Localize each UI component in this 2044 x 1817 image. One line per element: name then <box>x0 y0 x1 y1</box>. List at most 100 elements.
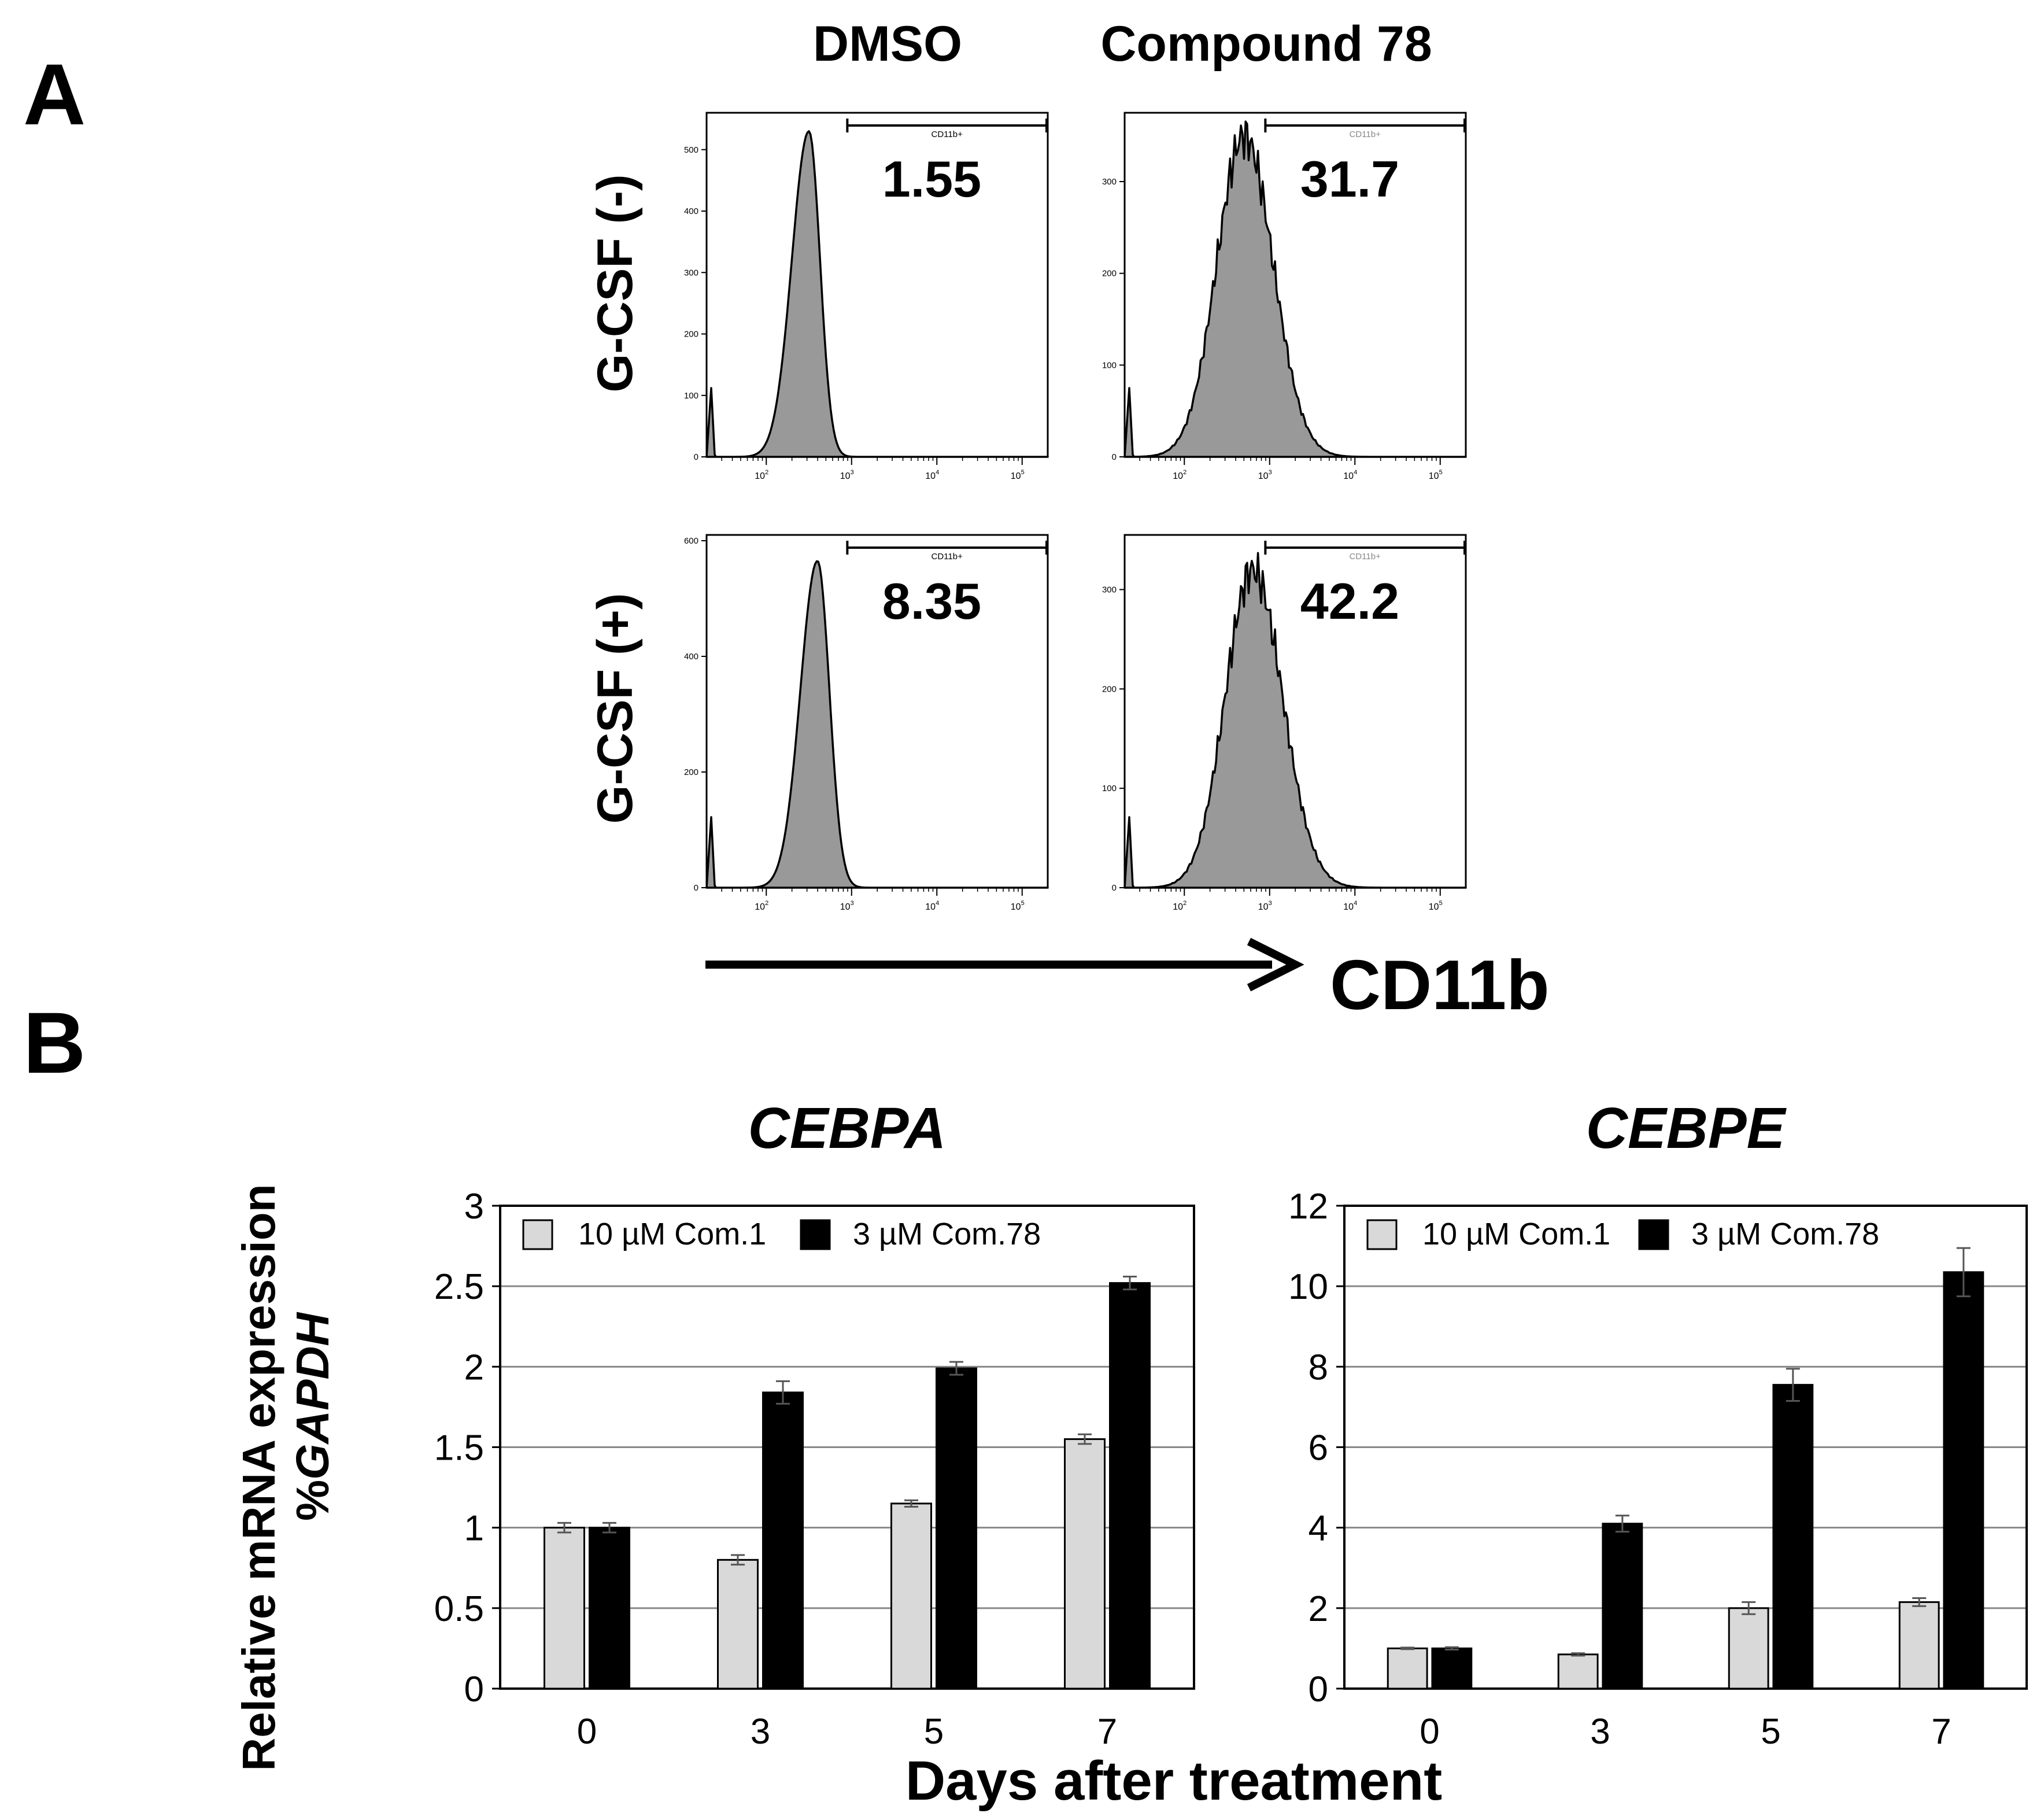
legend-label-com1: 10 µM Com.1 <box>1422 1217 1610 1251</box>
x-tick-base: 10 <box>1011 902 1021 912</box>
y-tick-label: 0 <box>1112 452 1117 462</box>
gate-label: CD11b+ <box>932 130 963 139</box>
legend-swatch-com1 <box>522 1219 553 1250</box>
gate-percentage: 42.2 <box>1300 573 1399 630</box>
x-tick-exponent: 3 <box>1269 900 1272 907</box>
x-tick-base: 10 <box>755 471 765 481</box>
x-tick-base: 10 <box>840 902 851 912</box>
y-tick-label: 100 <box>1102 360 1117 370</box>
x-tick-exponent: 5 <box>1439 469 1443 476</box>
gate-percentage: 31.7 <box>1300 150 1399 208</box>
y-tick-label: 0 <box>694 452 698 462</box>
x-tick-label: 103 <box>840 469 854 481</box>
y-tick-label: 200 <box>684 767 698 777</box>
bar-com1 <box>890 1502 932 1690</box>
x-tick-exponent: 3 <box>1269 469 1272 476</box>
y-tick-label: 100 <box>684 391 698 401</box>
bar-com78 <box>1431 1647 1473 1690</box>
bar-com1 <box>1064 1438 1106 1690</box>
y-tick-label: 100 <box>1102 784 1117 793</box>
y-tick-label: 1 <box>464 1509 484 1549</box>
x-tick-exponent: 4 <box>1354 469 1357 476</box>
panel-b-label: B <box>23 994 86 1091</box>
y-tick-label: 600 <box>684 536 698 546</box>
y-tick-label: 4 <box>1309 1509 1328 1549</box>
x-tick-base: 10 <box>1173 471 1183 481</box>
y-tick-label: 3 <box>464 1187 484 1227</box>
panel-b-x-axis-label: Days after treatment <box>905 1750 1442 1812</box>
x-tick-base: 10 <box>1343 471 1354 481</box>
x-tick-label: 102 <box>755 900 768 912</box>
bar-com1 <box>1387 1647 1428 1690</box>
cd11b-axis-label: CD11b <box>1330 946 1550 1024</box>
x-tick-label: 103 <box>1258 469 1272 481</box>
panel-a: A DMSO Compound 78 G-CSF (-) G-CSF (+) 0… <box>23 16 1550 1024</box>
gate-label: CD11b+ <box>932 552 963 562</box>
x-tick-exponent: 2 <box>1183 900 1187 907</box>
bar-com78 <box>1602 1523 1643 1690</box>
panel-b-y-axis-label-line2: %GAPDH <box>287 1312 338 1521</box>
x-tick-label: 3 <box>751 1712 770 1752</box>
x-tick-label: 105 <box>1429 469 1443 481</box>
x-tick-base: 10 <box>840 471 851 481</box>
legend-label-com78: 3 µM Com.78 <box>853 1217 1041 1251</box>
bar-com78 <box>762 1391 804 1690</box>
x-tick-base: 10 <box>925 471 936 481</box>
y-tick-label: 0 <box>1309 1670 1328 1709</box>
x-tick-exponent: 4 <box>1354 900 1357 907</box>
x-tick-exponent: 5 <box>1021 469 1025 476</box>
y-tick-label: 0.5 <box>434 1589 484 1629</box>
gate-percentage: 8.35 <box>882 573 981 630</box>
y-tick-label: 10 <box>1288 1267 1328 1307</box>
plot-frame <box>499 1205 1195 1690</box>
x-tick-exponent: 2 <box>765 900 768 907</box>
x-tick-label: 104 <box>1343 469 1357 481</box>
y-tick-label: 400 <box>684 652 698 662</box>
y-tick-label: 400 <box>684 206 698 216</box>
x-tick-label: 103 <box>1258 900 1272 912</box>
x-tick-base: 10 <box>755 902 765 912</box>
y-axis-label-percent: % <box>287 1480 338 1521</box>
legend-label-com78: 3 µM Com.78 <box>1691 1217 1879 1251</box>
bar-chart-cebpe: CEBPE 0 2 4 6 8 10 12 0 3 5 7 10 µM Com.1 3 µM Com.78 <box>1288 1096 2028 1752</box>
y-tick-label: 2 <box>1309 1589 1328 1629</box>
y-tick-label: 0 <box>464 1670 484 1709</box>
bar-chart-cebpa: CEBPA 0 0.5 1 1.5 2 2.5 3 0 3 5 7 10 µM Com.1 3 µM Co… <box>434 1096 1195 1752</box>
row-header-gcsf-plus: G-CSF (+) <box>587 593 643 824</box>
y-tick-label: 200 <box>1102 684 1117 694</box>
bar-com1 <box>1898 1601 1940 1690</box>
gate-percentage: 1.55 <box>882 150 981 208</box>
chart-title: CEBPA <box>748 1096 947 1161</box>
column-header-dmso: DMSO <box>813 16 962 72</box>
y-tick-label: 12 <box>1288 1187 1328 1227</box>
x-tick-exponent: 2 <box>765 469 768 476</box>
bar-com78 <box>589 1527 630 1690</box>
y-tick-label: 300 <box>684 268 698 278</box>
bar-com1 <box>544 1527 585 1690</box>
x-tick-base: 10 <box>1258 471 1269 481</box>
column-header-compound78: Compound 78 <box>1100 16 1432 72</box>
bar-com78 <box>1772 1384 1814 1690</box>
legend-label-com1: 10 µM Com.1 <box>578 1217 766 1251</box>
x-tick-label: 105 <box>1429 900 1443 912</box>
x-tick-label: 104 <box>1343 900 1357 912</box>
x-tick-base: 10 <box>1343 902 1354 912</box>
y-tick-label: 2 <box>464 1347 484 1387</box>
x-tick-label: 7 <box>1097 1712 1117 1752</box>
x-tick-label: 103 <box>840 900 854 912</box>
x-tick-label: 3 <box>1590 1712 1610 1752</box>
bar-com1 <box>717 1559 759 1690</box>
x-tick-label: 0 <box>577 1712 597 1752</box>
x-tick-label: 5 <box>1761 1712 1780 1752</box>
x-tick-base: 10 <box>1429 902 1439 912</box>
plot-frame <box>705 534 1049 889</box>
bar-com1 <box>1728 1607 1769 1690</box>
y-tick-label: 0 <box>694 883 698 893</box>
x-tick-label: 7 <box>1931 1712 1951 1752</box>
plot-frame <box>1343 1205 2028 1690</box>
x-tick-exponent: 3 <box>851 469 854 476</box>
x-tick-exponent: 3 <box>851 900 854 907</box>
x-tick-label: 105 <box>1011 900 1025 912</box>
